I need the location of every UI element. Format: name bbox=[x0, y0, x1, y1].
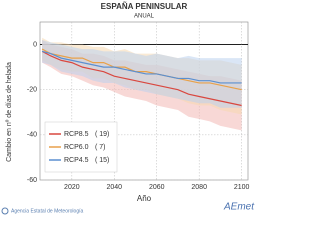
chart: ESPAÑA PENINSULAR ANUAL Cambio en nº de … bbox=[1, 2, 255, 215]
y-tick-label: -60 bbox=[27, 177, 37, 184]
page: ESPAÑA PENINSULAR ANUAL Cambio en nº de … bbox=[1, 2, 256, 215]
legend-count: ( 15) bbox=[95, 157, 109, 164]
x-tick-label: 2040 bbox=[106, 184, 122, 191]
x-tick-label: 2080 bbox=[191, 184, 207, 191]
legend-label: RCP8.5 bbox=[64, 131, 89, 138]
chart-subtitle: ANUAL bbox=[134, 14, 155, 20]
x-axis-label: Año bbox=[137, 194, 152, 203]
legend-label: RCP6.0 bbox=[64, 144, 89, 151]
x-tick-label: 2060 bbox=[149, 184, 165, 191]
logo: AEmet bbox=[223, 202, 255, 213]
y-tick-label: -20 bbox=[27, 87, 37, 94]
y-axis-label: Cambio en nº de días de helada bbox=[6, 62, 13, 162]
uncertainty-band bbox=[42, 40, 242, 108]
y-tick-label: 0 bbox=[33, 41, 37, 48]
series-line bbox=[41, 50, 242, 107]
series-line bbox=[41, 48, 242, 91]
x-tick-label: 2100 bbox=[234, 184, 250, 191]
x-tick-label: 2020 bbox=[64, 184, 80, 191]
legend-count: ( 7) bbox=[95, 144, 106, 151]
y-tick-label: -40 bbox=[27, 132, 37, 139]
agency-icon bbox=[1, 207, 9, 215]
legend-label: RCP4.5 bbox=[64, 157, 89, 164]
legend-count: ( 19) bbox=[95, 131, 109, 138]
chart-title: ESPAÑA PENINSULAR bbox=[101, 2, 188, 11]
series-line bbox=[41, 50, 242, 84]
agency-name: Agencia Estatal de Meteorología bbox=[11, 208, 83, 214]
